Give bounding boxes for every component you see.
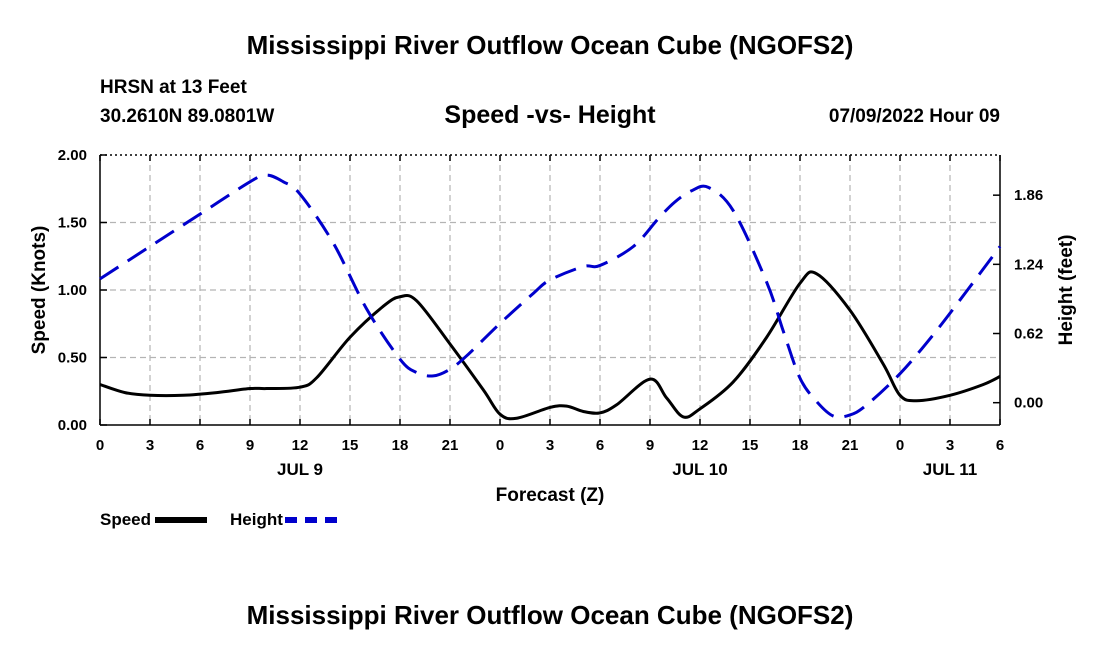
- chart-main-title: Mississippi River Outflow Ocean Cube (NG…: [246, 30, 854, 60]
- left-y-tick-label: 0.50: [58, 350, 87, 367]
- legend-height-swatch: [284, 517, 337, 523]
- date-label: JUL 11: [923, 460, 978, 479]
- legend-speed-swatch: [155, 517, 208, 523]
- x-tick-label: 0: [96, 437, 104, 454]
- left-y-tick-label: 2.00: [58, 147, 87, 164]
- x-tick-label: 9: [246, 437, 254, 454]
- x-tick-label: 3: [946, 437, 954, 454]
- x-tick-label: 0: [896, 437, 904, 454]
- x-tick-label: 6: [996, 437, 1004, 454]
- x-tick-label: 6: [596, 437, 604, 454]
- left-y-tick-label: 1.00: [58, 282, 87, 299]
- x-tick-label: 12: [292, 437, 309, 454]
- left-y-tick-label: 0.00: [58, 417, 87, 434]
- legend-height-label: Height: [230, 510, 283, 529]
- speed-series-line: [99, 270, 1001, 421]
- right-y-tick-label: 1.24: [1014, 256, 1044, 273]
- right-axis-title: Height (feet): [1056, 235, 1077, 346]
- x-tick-label: 0: [496, 437, 504, 454]
- x-axis-title: Forecast (Z): [496, 485, 605, 506]
- right-y-tick-label: 0.62: [1014, 326, 1043, 343]
- left-y-tick-label: 1.50: [58, 215, 87, 232]
- x-tick-label: 15: [342, 437, 359, 454]
- x-tick-label: 6: [196, 437, 204, 454]
- x-tick-label: 9: [646, 437, 654, 454]
- right-y-tick-label: 1.86: [1014, 187, 1043, 204]
- x-tick-label: 3: [146, 437, 154, 454]
- chart-subtitle: Speed -vs- Height: [444, 101, 656, 129]
- chart-main-title-repeat: Mississippi River Outflow Ocean Cube (NG…: [246, 600, 854, 630]
- legend-height: Height: [230, 510, 337, 530]
- station-label: HRSN at 13 Feet: [100, 77, 247, 98]
- x-tick-label: 21: [442, 437, 459, 454]
- x-tick-label: 3: [546, 437, 554, 454]
- height-series-line: [99, 173, 1002, 419]
- legend-speed: Speed: [100, 510, 208, 530]
- left-axis-title: Speed (Knots): [29, 226, 50, 355]
- legend-speed-label: Speed: [100, 510, 152, 529]
- x-tick-label: 18: [392, 437, 409, 454]
- x-tick-label: 12: [692, 437, 709, 454]
- date-label: JUL 9: [277, 460, 323, 479]
- x-tick-label: 18: [792, 437, 809, 454]
- coordinates-label: 30.2610N 89.0801W: [100, 106, 275, 127]
- x-tick-label: 21: [842, 437, 859, 454]
- x-tick-label: 15: [742, 437, 759, 454]
- forecast-datetime: 07/09/2022 Hour 09: [828, 106, 1000, 127]
- right-y-tick-label: 0.00: [1014, 395, 1043, 412]
- date-label: JUL 10: [672, 460, 727, 479]
